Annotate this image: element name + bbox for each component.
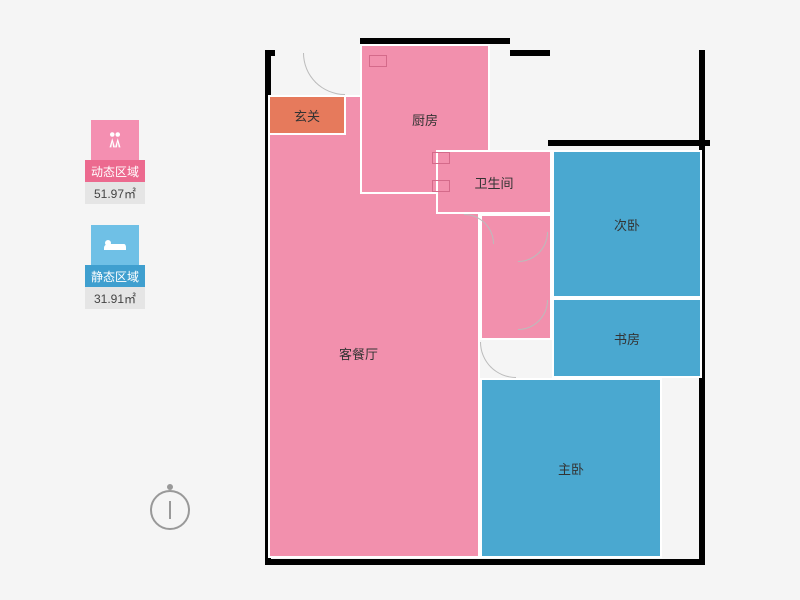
window-marker-0 — [369, 55, 387, 67]
legend-dynamic-title: 动态区域 — [85, 160, 145, 182]
legend-static-title: 静态区域 — [85, 265, 145, 287]
room-bathroom-label: 卫生间 — [474, 173, 513, 192]
room-kitchen-label: 厨房 — [412, 110, 438, 129]
dynamic-zone-icon — [91, 120, 139, 160]
room-bathroom: 卫生间 — [436, 150, 552, 214]
room-bedroom2: 次卧 — [552, 150, 702, 298]
window-marker-2 — [432, 152, 450, 164]
legend-static: 静态区域31.91㎡ — [85, 225, 145, 309]
room-study-label: 书房 — [614, 329, 640, 348]
compass-icon — [150, 490, 190, 530]
room-entrance: 玄关 — [268, 95, 346, 135]
room-living-label: 客餐厅 — [339, 344, 378, 363]
floorplan-canvas: 动态区域51.97㎡静态区域31.91㎡客餐厅玄关厨房卫生间次卧书房主卧 — [0, 0, 800, 600]
static-zone-icon — [91, 225, 139, 265]
legend-dynamic: 动态区域51.97㎡ — [85, 120, 145, 204]
top-wall-3 — [548, 140, 710, 146]
window-marker-1 — [432, 180, 450, 192]
room-bedroom1: 主卧 — [480, 378, 662, 558]
room-study: 书房 — [552, 298, 702, 378]
legend-static-value: 31.91㎡ — [85, 287, 145, 309]
room-entrance-label: 玄关 — [294, 106, 320, 125]
room-bedroom1-label: 主卧 — [558, 459, 584, 478]
legend-dynamic-value: 51.97㎡ — [85, 182, 145, 204]
room-bedroom2-label: 次卧 — [614, 215, 640, 234]
top-wall-2 — [510, 50, 550, 56]
top-wall-0 — [265, 50, 275, 56]
